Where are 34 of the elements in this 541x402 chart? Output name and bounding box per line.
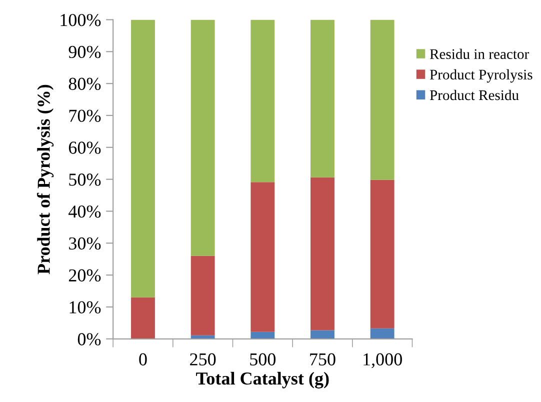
bar — [131, 297, 155, 339]
y-tick-label: 50% — [69, 174, 101, 186]
legend-label: Product Pyrolysis — [430, 69, 532, 83]
bar — [190, 20, 215, 256]
legend-label: Residu in reactor — [430, 48, 530, 60]
legend-label: Product Residu — [430, 90, 519, 100]
bar — [190, 256, 215, 336]
x-tick-label: 1,000 — [364, 353, 402, 368]
y-tick-label: 0% — [78, 333, 101, 346]
y-tick-label: 10% — [70, 301, 101, 314]
y-axis-title: Product of Pyrolysis (%) — [36, 84, 54, 274]
bar — [250, 20, 275, 182]
bar — [310, 330, 334, 339]
bar — [370, 328, 394, 339]
y-tick-label: 40% — [68, 205, 101, 218]
bar — [310, 177, 334, 330]
x-tick-label: 750 — [310, 353, 336, 366]
x-tick-label: 500 — [250, 353, 276, 366]
x-tick-label: 250 — [190, 353, 216, 366]
bar — [370, 180, 394, 328]
x-tick-label: 0 — [139, 353, 147, 366]
x-axis-title: Total Catalyst (g) — [196, 372, 329, 388]
bar — [250, 182, 275, 332]
y-tick-label: 60% — [68, 142, 101, 154]
y-tick-label: 20% — [68, 269, 101, 282]
y-tick-label: 100% — [60, 14, 101, 26]
y-tick-label: 90% — [68, 46, 101, 58]
y-tick-label: 70% — [69, 110, 101, 122]
bar — [370, 20, 394, 180]
y-tick-label: 80% — [68, 78, 101, 90]
bar — [131, 20, 155, 298]
bar — [310, 20, 334, 178]
bar — [250, 332, 275, 339]
y-tick-label: 30% — [69, 237, 101, 250]
